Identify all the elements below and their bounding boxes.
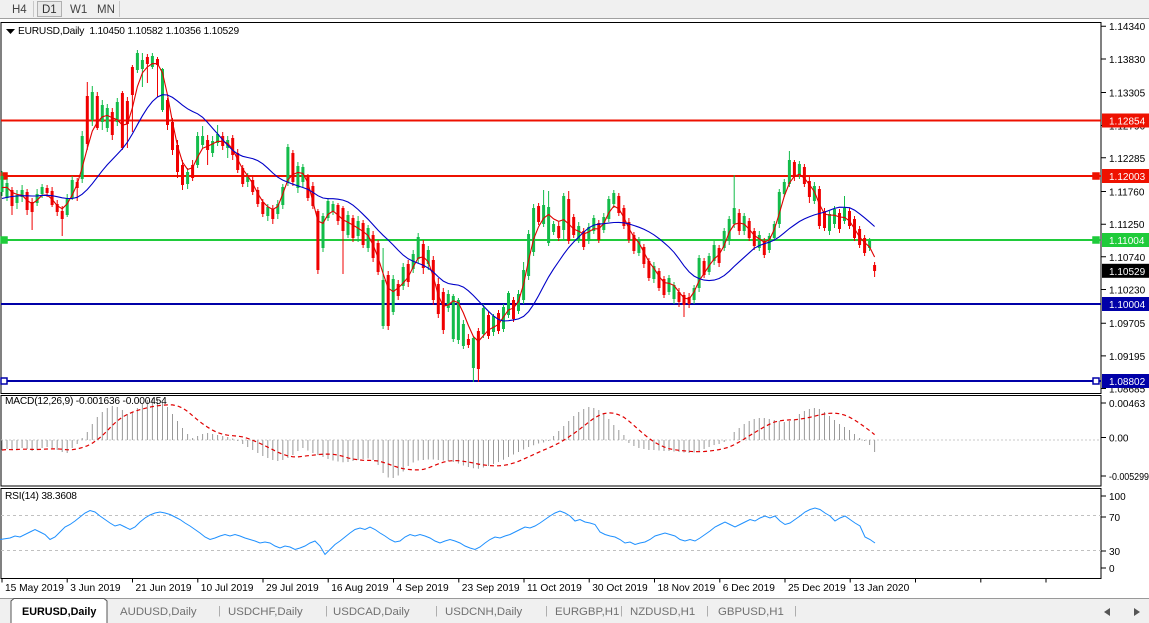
svg-text:NZDUSD,H1: NZDUSD,H1: [630, 606, 695, 618]
svg-text:29 Jul 2019: 29 Jul 2019: [266, 583, 319, 594]
svg-text:1.11004: 1.11004: [1109, 236, 1145, 247]
svg-text:USDCHF,Daily: USDCHF,Daily: [228, 606, 303, 618]
svg-text:EURGBP,H1: EURGBP,H1: [555, 606, 619, 618]
svg-text:0: 0: [1109, 564, 1115, 575]
svg-text:1.13305: 1.13305: [1109, 89, 1146, 100]
svg-text:100: 100: [1109, 492, 1126, 503]
svg-text:1.10004: 1.10004: [1109, 300, 1146, 311]
svg-text:USDCAD,Daily: USDCAD,Daily: [333, 606, 410, 618]
svg-text:4 Sep 2019: 4 Sep 2019: [397, 583, 449, 594]
svg-text:-0.005299: -0.005299: [1109, 472, 1149, 483]
svg-text:1.09195: 1.09195: [1109, 352, 1146, 363]
svg-text:11 Oct 2019: 11 Oct 2019: [527, 583, 582, 594]
svg-text:MACD(12,26,9) -0.001636 -0.000: MACD(12,26,9) -0.001636 -0.000454: [5, 396, 167, 407]
svg-text:0.00463: 0.00463: [1109, 399, 1146, 410]
svg-text:1.08802: 1.08802: [1109, 377, 1146, 388]
svg-text:1.11760: 1.11760: [1109, 188, 1145, 199]
svg-text:|: |: [706, 605, 709, 617]
svg-text:|: |: [435, 605, 438, 617]
svg-text:13 Jan 2020: 13 Jan 2020: [853, 583, 909, 594]
svg-text:EURUSD,Daily 1.10450 1.10582: EURUSD,Daily 1.10450 1.10582 1.10356 1.1…: [18, 26, 239, 37]
svg-text:10 Jul 2019: 10 Jul 2019: [201, 583, 254, 594]
svg-text:1.09705: 1.09705: [1109, 319, 1146, 330]
svg-text:1.10230: 1.10230: [1109, 286, 1146, 297]
svg-text:EURUSD,Daily: EURUSD,Daily: [22, 606, 96, 618]
svg-text:21 Jun 2019: 21 Jun 2019: [136, 583, 192, 594]
svg-text:AUDUSD,Daily: AUDUSD,Daily: [120, 606, 197, 618]
svg-text:MN: MN: [97, 4, 115, 16]
svg-text:23 Sep 2019: 23 Sep 2019: [462, 583, 520, 594]
svg-text:1.12003: 1.12003: [1109, 172, 1146, 183]
svg-text:1.13830: 1.13830: [1109, 55, 1146, 66]
svg-text:6 Dec 2019: 6 Dec 2019: [723, 583, 775, 594]
svg-text:25 Dec 2019: 25 Dec 2019: [788, 583, 846, 594]
svg-text:|: |: [218, 605, 221, 617]
svg-text:1.10529: 1.10529: [1109, 267, 1146, 278]
svg-text:D1: D1: [42, 4, 57, 16]
svg-text:3 Jun 2019: 3 Jun 2019: [70, 583, 121, 594]
svg-text:0.00: 0.00: [1109, 434, 1129, 445]
svg-text:|: |: [794, 605, 797, 617]
svg-text:18 Nov 2019: 18 Nov 2019: [658, 583, 716, 594]
svg-text:15 May 2019: 15 May 2019: [5, 583, 64, 594]
svg-text:30: 30: [1109, 547, 1121, 558]
svg-text:|: |: [545, 605, 548, 617]
svg-text:1.11250: 1.11250: [1109, 220, 1145, 231]
svg-text:1.12854: 1.12854: [1109, 117, 1146, 128]
svg-text:1.10740: 1.10740: [1109, 253, 1146, 264]
svg-text:1.08685: 1.08685: [1109, 385, 1146, 396]
svg-text:16 Aug 2019: 16 Aug 2019: [331, 583, 389, 594]
svg-text:1.12285: 1.12285: [1109, 154, 1146, 165]
svg-text:W1: W1: [70, 4, 87, 16]
svg-text:1.14340: 1.14340: [1109, 22, 1146, 33]
svg-text:RSI(14) 38.3608: RSI(14) 38.3608: [5, 491, 77, 502]
svg-text:30 Oct 2019: 30 Oct 2019: [592, 583, 648, 594]
svg-text:H4: H4: [12, 4, 27, 16]
svg-text:70: 70: [1109, 513, 1121, 524]
svg-text:|: |: [620, 605, 623, 617]
svg-text:GBPUSD,H1: GBPUSD,H1: [718, 606, 784, 618]
svg-text:|: |: [325, 605, 328, 617]
svg-text:USDCNH,Daily: USDCNH,Daily: [445, 606, 523, 618]
